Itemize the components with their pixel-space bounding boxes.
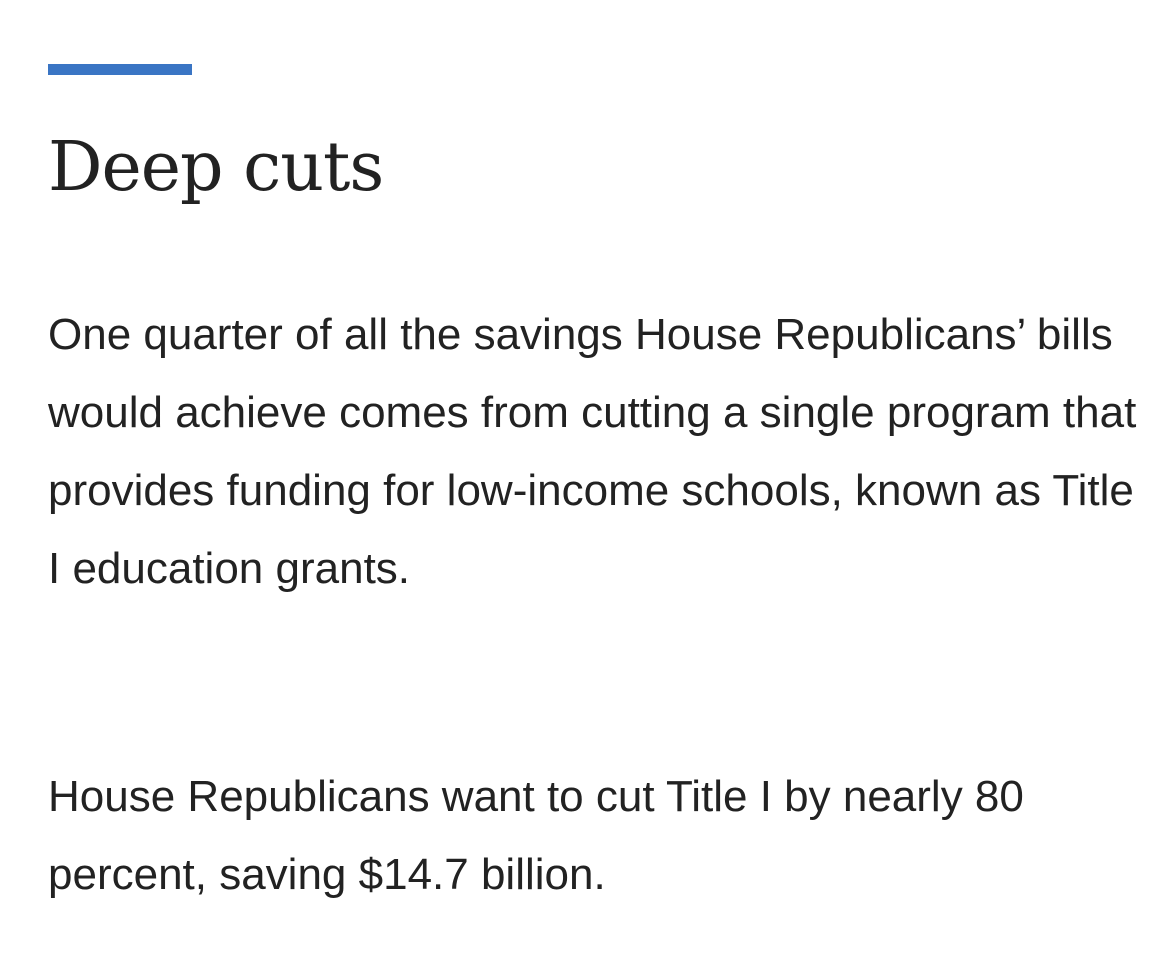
paragraph-1: One quarter of all the savings House Rep… [48,310,1137,593]
section-accent-bar [48,64,192,75]
section-heading: Deep cuts [48,128,384,207]
paragraph-2: House Republicans want to cut Title I by… [48,772,1024,899]
